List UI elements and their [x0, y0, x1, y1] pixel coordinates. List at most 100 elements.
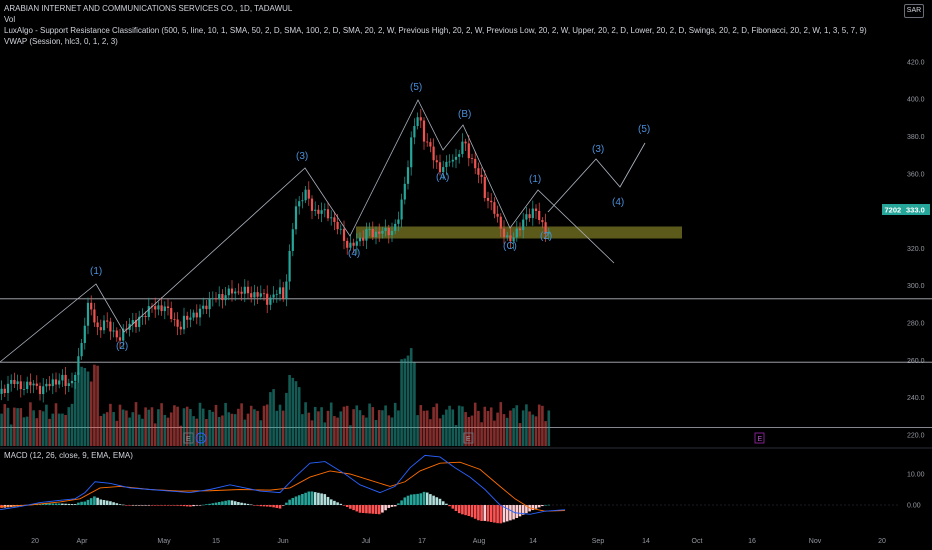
volume-bar	[86, 371, 90, 446]
macd-histogram-bar	[547, 504, 551, 506]
currency-button[interactable]: SAR	[904, 4, 924, 18]
macd-histogram-bar	[288, 499, 291, 505]
candle-body	[278, 287, 282, 294]
macd-histogram-bar	[83, 501, 87, 505]
luxalgo-legend[interactable]: LuxAlgo - Support Resistance Classificat…	[4, 26, 867, 35]
macd-histogram-bar	[256, 505, 259, 506]
volume-bar	[317, 411, 320, 446]
macd-histogram-bar	[467, 505, 471, 516]
candle-body	[22, 389, 26, 390]
candle-body	[51, 379, 54, 387]
macd-histogram-bar	[441, 501, 445, 505]
candle-body	[502, 228, 506, 238]
candle-body	[531, 208, 534, 219]
volume-bar	[397, 410, 400, 446]
candle-body	[230, 288, 234, 294]
candle-body	[80, 343, 83, 357]
macd-histogram-bar	[269, 505, 272, 507]
volume-bar	[451, 409, 455, 446]
candle-body	[310, 198, 314, 211]
candle-body	[0, 388, 3, 394]
volume-bar	[125, 410, 128, 446]
volume-bar	[166, 417, 170, 446]
candle-body	[538, 210, 541, 221]
macd-histogram-bar	[310, 491, 314, 505]
candle-body	[509, 235, 512, 242]
candle-body	[189, 317, 192, 320]
volume-bar	[422, 410, 426, 446]
volume-bar	[278, 404, 282, 446]
macd-histogram-bar	[281, 505, 285, 506]
macd-histogram-bar	[390, 505, 394, 507]
macd-histogram-bar	[515, 505, 519, 519]
candle-body	[288, 250, 291, 282]
candle-body	[211, 298, 214, 300]
macd-histogram-bar	[179, 505, 183, 506]
candle-body	[19, 381, 22, 390]
price-axis[interactable]: 420.0400.0380.0360.0340.0320.0300.0280.0…	[907, 59, 925, 439]
volume-bar	[35, 418, 39, 446]
macd-histogram-bar	[486, 505, 490, 522]
wave-label: (2)	[116, 341, 128, 352]
candle-body	[448, 161, 451, 163]
event-badges[interactable]: E D E E	[183, 432, 765, 444]
volume-bar	[537, 404, 541, 446]
macd-indicator	[0, 454, 566, 524]
macd-histogram-bar	[192, 505, 195, 507]
time-tick-label: 14	[529, 538, 537, 545]
price-tick-label: 420.0	[907, 59, 925, 66]
volume-bar	[240, 403, 243, 446]
macd-histogram-bar	[224, 500, 227, 505]
volume-bar	[454, 425, 458, 446]
macd-histogram-bar	[67, 503, 71, 505]
macd-histogram-bar	[480, 505, 483, 521]
volume-bar	[425, 410, 429, 446]
volume-bar	[419, 405, 423, 446]
candle-body	[170, 308, 173, 320]
volume-bar	[115, 420, 119, 446]
volume-bar	[195, 418, 199, 446]
earnings-badge: E	[758, 436, 763, 443]
macd-histogram-bar	[457, 505, 461, 514]
macd-histogram-bar	[413, 494, 416, 505]
macd-histogram-bar	[182, 505, 186, 507]
volume-bar	[435, 403, 439, 446]
volume-bar	[381, 410, 384, 446]
volume-bar	[29, 402, 32, 446]
symbol-title[interactable]: ARABIAN INTERNET AND COMMUNICATIONS SERV…	[4, 4, 293, 13]
last-price: 333.0	[906, 206, 925, 215]
volume-bar	[416, 415, 419, 446]
volume-bar	[307, 412, 311, 446]
time-axis[interactable]: 20 Apr May 15 Jun Jul 17 Aug 14 Sep 14 Oct 16 Nov 20	[31, 538, 886, 545]
macd-histogram-bar	[371, 505, 375, 514]
candle-body	[470, 158, 474, 159]
macd-histogram-bar	[121, 504, 125, 506]
macd-histogram-bar	[249, 504, 253, 506]
macd-histogram-bar	[477, 505, 480, 521]
volume-bar	[150, 407, 154, 446]
candle-body	[99, 327, 102, 331]
wave-label: (5)	[410, 82, 422, 93]
support-zone	[356, 226, 682, 239]
volume-bar	[320, 407, 323, 446]
macd-histogram-bar	[217, 502, 221, 505]
volume-bar	[521, 410, 525, 446]
volume-bar	[438, 418, 442, 446]
volume-bar	[99, 415, 103, 446]
macd-histogram-bar	[416, 493, 419, 505]
candle-body	[93, 309, 96, 323]
macd-histogram-bar	[96, 497, 99, 505]
volume-bar	[361, 415, 365, 446]
macd-histogram-bar	[397, 503, 400, 505]
volume-legend[interactable]: Vol	[4, 15, 16, 24]
vwap-legend[interactable]: VWAP (Session, hlc3, 0, 1, 2, 3)	[4, 37, 118, 46]
macd-legend[interactable]: MACD (12, 26, close, 9, EMA, EMA)	[4, 451, 133, 460]
macd-histogram-bar	[342, 505, 346, 506]
macd-histogram-bar	[422, 491, 426, 505]
volume-bar	[230, 413, 234, 446]
candle-body	[368, 229, 371, 230]
macd-histogram-bar	[493, 505, 496, 523]
candle-body	[410, 137, 413, 168]
macd-histogram-bar	[339, 503, 343, 505]
